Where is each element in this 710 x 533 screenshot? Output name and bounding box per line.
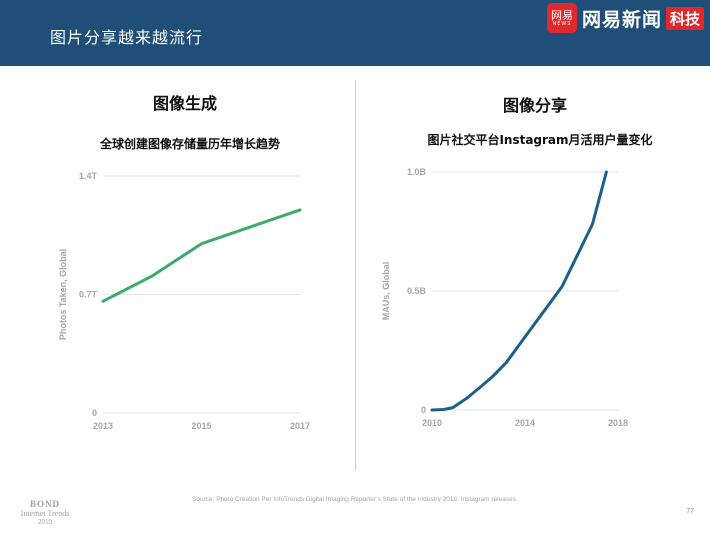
- logo-text: 网易新闻: [581, 8, 662, 31]
- right-chart-title: 图片社交平台Instagram月活用户量变化: [427, 133, 653, 147]
- x-tick-label: 2017: [290, 421, 310, 431]
- series-line: [101, 208, 302, 303]
- page-title: 图片分享越来越流行: [50, 28, 204, 47]
- logo-badge: 网易 NEWS: [546, 3, 577, 33]
- y-axis-label: Photos Taken, Global: [58, 249, 68, 340]
- y-tick-label: 0: [92, 408, 97, 418]
- bond-line3: 2019: [38, 517, 52, 526]
- right-panel-title: 图像分享: [502, 96, 567, 115]
- x-tick-label: 2018: [608, 418, 628, 428]
- x-tick-label: 2010: [422, 418, 442, 428]
- logo-badge-small: NEWS: [552, 20, 572, 27]
- bond-logo: BOND Internet Trends 2019: [10, 499, 80, 526]
- photos-taken-chart: 0 0.7T 1.4T 2013 2015 2017 Photos Taken, Globa…: [58, 171, 310, 431]
- panel-divider: [355, 80, 356, 470]
- y-axis-label: MAUs, Global: [381, 262, 391, 321]
- left-chart-title: 全球创建图像存储量历年增长趋势: [99, 137, 280, 151]
- logo-badge-text: 网易: [550, 8, 573, 22]
- bond-line1: BOND: [29, 499, 60, 509]
- y-tick-label: 1.4T: [79, 171, 98, 181]
- source-note: Source: Photo Creation Per InfoTrends Di…: [192, 496, 518, 503]
- instagram-mau-chart: 0 0.5B 1.0B 2010 2014 2018 MAUs, Global: [381, 167, 628, 428]
- netease-logo: 网易 NEWS 网易新闻 科技: [546, 3, 704, 33]
- x-tick-label: 2014: [515, 418, 535, 428]
- page-number: 77: [686, 508, 694, 515]
- y-tick-label: 0.7T: [79, 290, 98, 300]
- left-panel-title: 图像生成: [152, 94, 217, 113]
- bond-line2: Internet Trends: [20, 508, 70, 518]
- series-line: [430, 170, 608, 412]
- y-tick-label: 1.0B: [407, 167, 427, 177]
- x-tick-label: 2015: [191, 421, 211, 431]
- x-tick-label: 2013: [93, 421, 113, 431]
- logo-tag: 科技: [665, 6, 704, 30]
- y-tick-label: 0: [421, 405, 426, 415]
- header-bar: 图片分享越来越流行 网易 NEWS 网易新闻 科技: [0, 0, 710, 66]
- y-tick-label: 0.5B: [407, 286, 427, 296]
